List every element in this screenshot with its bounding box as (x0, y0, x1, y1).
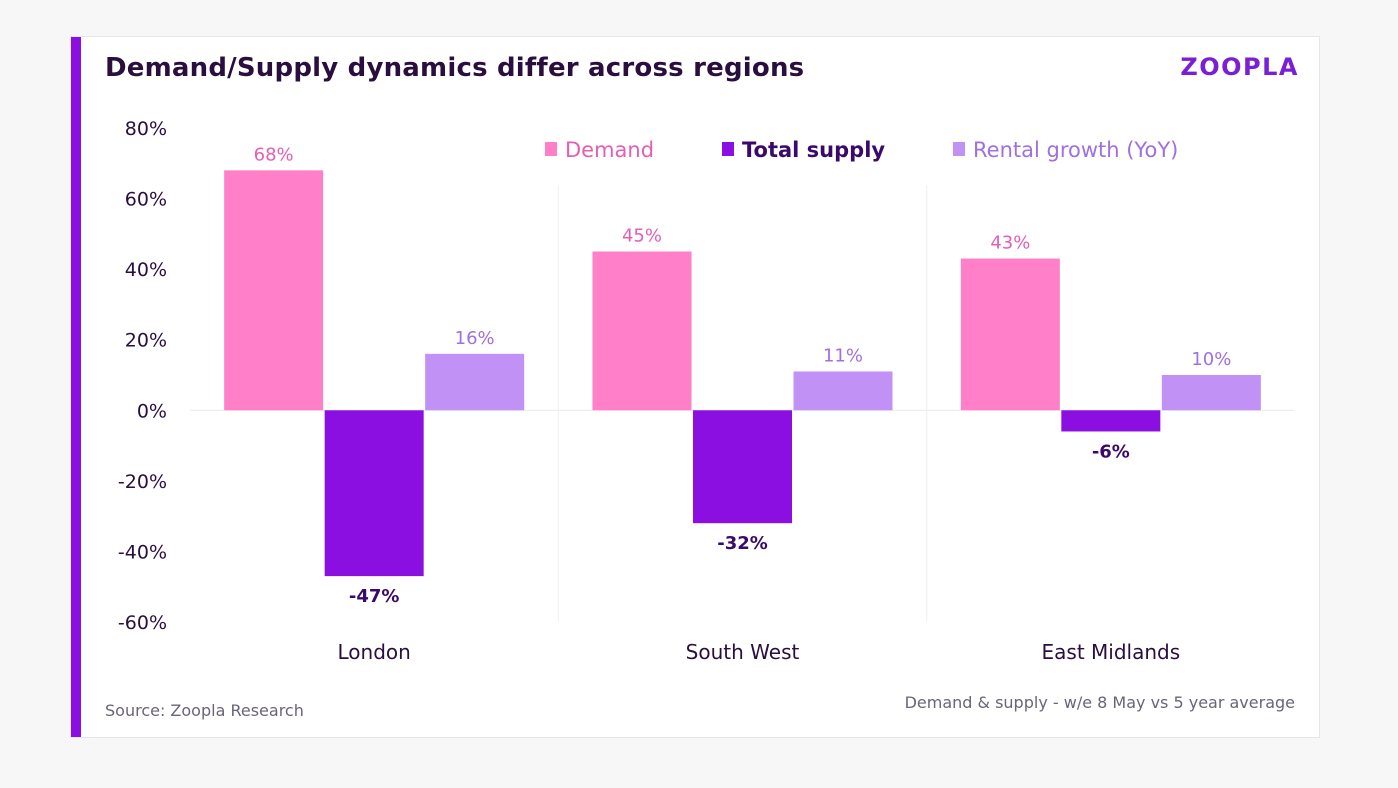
total-supply-bar (324, 410, 424, 577)
rental-growth-data-label: 16% (455, 328, 495, 349)
y-tick-label: 40% (125, 259, 167, 281)
rental-growth-bar (793, 371, 893, 411)
accent-bar (71, 37, 81, 737)
y-tick-label: -40% (118, 541, 167, 563)
demand-bar (592, 251, 692, 411)
y-tick-label: -20% (118, 471, 167, 493)
chart-title: Demand/Supply dynamics differ across reg… (105, 53, 805, 83)
rental-growth-legend-swatch (953, 142, 965, 156)
y-tick-label: -60% (118, 612, 167, 634)
footnote: Demand & supply - w/e 8 May vs 5 year av… (904, 693, 1295, 712)
zoopla-logo: ZOOPLA (1180, 53, 1299, 81)
demand-data-label: 68% (254, 144, 294, 165)
category-label: East Midlands (1042, 640, 1181, 664)
total-supply-legend-label: Total supply (742, 138, 885, 162)
y-tick-label: 60% (125, 189, 167, 211)
rental-growth-data-label: 10% (1191, 349, 1231, 370)
demand-bar (960, 258, 1060, 411)
total-supply-data-label: -6% (1092, 441, 1130, 462)
demand-data-label: 43% (990, 233, 1030, 254)
total-supply-data-label: -47% (349, 586, 400, 607)
rental-growth-data-label: 11% (823, 345, 863, 366)
demand-bar (224, 170, 324, 411)
category-label: South West (686, 640, 800, 664)
demand-legend-swatch (545, 142, 557, 156)
source-note: Source: Zoopla Research (105, 701, 304, 720)
y-tick-label: 80% (125, 118, 167, 140)
total-supply-data-label: -32% (717, 533, 768, 554)
total-supply-legend-swatch (722, 142, 734, 156)
rental-growth-bar (1161, 375, 1261, 411)
y-tick-label: 20% (125, 330, 167, 352)
total-supply-bar (693, 410, 792, 524)
category-label: London (338, 640, 411, 664)
demand-legend-label: Demand (565, 138, 654, 162)
demand-data-label: 45% (622, 226, 662, 247)
y-tick-label: 0% (137, 400, 167, 422)
total-supply-bar (1061, 410, 1161, 432)
rental-growth-bar (425, 353, 525, 411)
rental-growth-legend-label: Rental growth (YoY) (973, 138, 1178, 162)
